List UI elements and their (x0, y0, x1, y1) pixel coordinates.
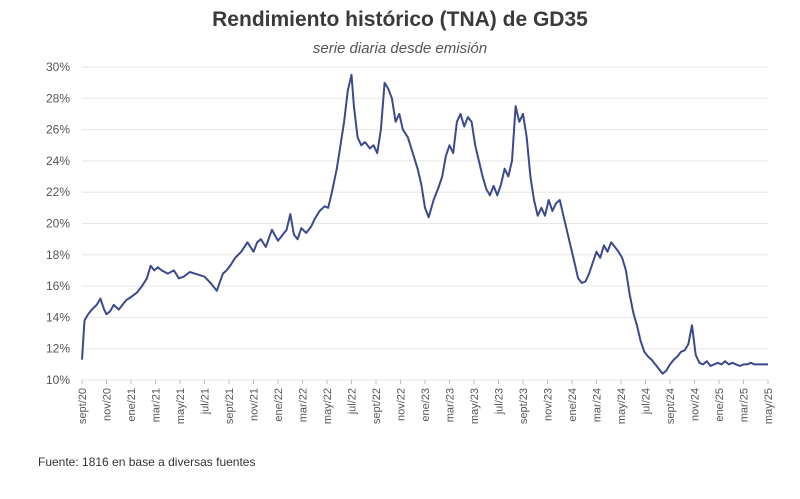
y-tick-label: 14% (46, 310, 70, 324)
x-tick-label: ene/23 (420, 388, 432, 422)
source-note: Fuente: 1816 en base a diversas fuentes (38, 455, 256, 469)
x-tick-label: nov/21 (249, 388, 261, 421)
gd35-yield-line (81, 73, 768, 375)
x-tick-label: nov/23 (543, 388, 555, 421)
y-tick-label: 18% (46, 248, 70, 262)
chart-subtitle: serie diaria desde emisión (312, 40, 488, 57)
x-tick-label: ene/24 (567, 388, 579, 422)
chart-title: Rendimiento histórico (TNA) de GD35 (212, 8, 588, 31)
x-tick-label: mar/22 (298, 388, 310, 422)
x-tick-label: sept/21 (224, 388, 236, 424)
x-tick-label: ene/22 (273, 388, 285, 422)
x-tick-label: jul/21 (200, 388, 212, 415)
x-tick-label: jul/22 (347, 388, 359, 415)
x-tick-label: jul/24 (641, 388, 653, 415)
y-tick-label: 16% (46, 279, 70, 293)
x-tick-label: mar/25 (739, 388, 751, 422)
y-tick-label: 10% (46, 373, 70, 387)
y-tick-label: 28% (46, 91, 70, 105)
y-tick-label: 22% (46, 185, 70, 199)
y-tick-label: 12% (46, 342, 70, 356)
x-tick-label: mar/21 (151, 388, 163, 422)
gridlines (82, 66, 768, 381)
x-tick-label: sept/23 (518, 388, 530, 424)
x-tick-label: ene/21 (126, 388, 138, 422)
x-tick-label: mar/24 (592, 388, 604, 422)
x-tick-label: may/24 (616, 388, 628, 424)
x-axis: sept/20 nov/20 ene/21 mar/21 may/21 jul/21 sep… (77, 380, 775, 424)
x-tick-label: sept/20 (77, 388, 89, 424)
x-tick-label: jul/23 (494, 388, 506, 415)
y-tick-label: 20% (46, 217, 70, 231)
x-tick-label: nov/24 (690, 388, 702, 421)
x-tick-label: nov/20 (102, 388, 114, 421)
x-tick-label: sept/24 (665, 388, 677, 424)
y-tick-label: 26% (46, 123, 70, 137)
y-tick-label: 24% (46, 154, 70, 168)
x-tick-label: may/21 (175, 388, 187, 424)
x-tick-label: may/25 (763, 388, 775, 424)
x-tick-label: mar/23 (445, 388, 457, 422)
y-axis: 10% 12% 14% 16% 18% 20% 22% 24% 26% 28% 30% (46, 60, 70, 387)
x-tick-label: ene/25 (714, 388, 726, 422)
y-tick-label: 30% (46, 60, 70, 74)
x-tick-label: may/22 (322, 388, 334, 424)
x-tick-label: nov/22 (396, 388, 408, 421)
x-tick-label: sept/22 (371, 388, 383, 424)
x-tick-label: may/23 (469, 388, 481, 424)
